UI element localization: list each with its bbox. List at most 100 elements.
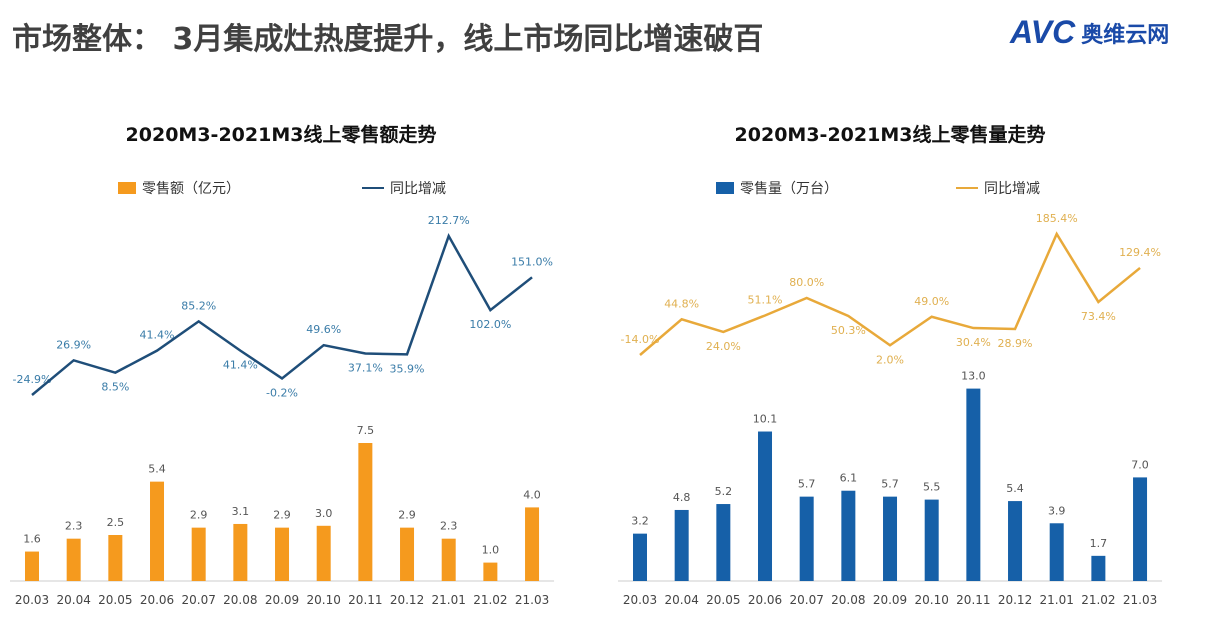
line-label: 51.1% (748, 293, 783, 306)
line-label: 129.4% (1119, 246, 1161, 259)
line-label: 151.0% (511, 255, 553, 268)
bar (275, 527, 290, 581)
bar (1133, 477, 1148, 581)
bar (1091, 555, 1106, 581)
x-tick-label: 20.11 (348, 593, 382, 607)
bar (841, 490, 856, 581)
bar (799, 496, 814, 581)
bar (966, 388, 981, 581)
bar-label: 4.8 (673, 491, 691, 504)
bar (400, 527, 415, 581)
bar (633, 533, 647, 581)
bar-label: 2.9 (190, 509, 208, 522)
yoy-line (31, 233, 533, 396)
bar (441, 538, 456, 581)
bar-label: 3.1 (232, 505, 250, 518)
x-tick-label: 20.11 (956, 593, 990, 607)
bar-label: 2.9 (273, 509, 291, 522)
chart-title: 2020M3-2021M3线上零售额走势 (126, 123, 437, 146)
bar-label: 2.9 (398, 509, 416, 522)
bar (66, 538, 81, 581)
bar-label: 5.5 (923, 481, 941, 494)
bar-label: 3.9 (1048, 504, 1066, 517)
x-tick-label: 20.08 (223, 593, 257, 607)
x-tick-label: 20.03 (623, 593, 657, 607)
bar-label: 4.0 (523, 488, 541, 501)
bar-label: 13.0 (961, 370, 986, 383)
bar-label: 5.4 (1006, 482, 1024, 495)
legend-bar-label: 零售额（亿元） (142, 181, 240, 197)
line-label: 44.8% (664, 297, 699, 310)
bar (483, 562, 498, 581)
x-tick-label: 20.08 (831, 593, 865, 607)
x-tick-label: 20.06 (140, 593, 174, 607)
x-tick-label: 20.05 (98, 593, 132, 607)
logo-avc: AVC (1010, 14, 1076, 50)
chart-title: 2020M3-2021M3线上零售量走势 (735, 123, 1046, 146)
bar (716, 504, 731, 581)
x-tick-label: 20.07 (182, 593, 216, 607)
line-label: 37.1% (348, 362, 383, 375)
logo-cn: 奥维云网 (1081, 22, 1170, 48)
line-label: 212.7% (428, 214, 470, 227)
bar (525, 507, 540, 581)
line-label: 26.9% (56, 338, 91, 351)
bar-label: 5.2 (715, 485, 733, 498)
line-label: 41.4% (140, 329, 175, 342)
bar-label: 10.1 (753, 413, 778, 426)
bar-label: 1.6 (23, 533, 41, 546)
bar (191, 527, 206, 581)
bar-label: 1.7 (1090, 537, 1108, 550)
bar (883, 496, 898, 581)
x-tick-label: 20.06 (748, 593, 782, 607)
bar (674, 509, 689, 581)
bar (108, 535, 123, 581)
page-title: 市场整体： 3月集成灶热度提升，线上市场同比增速破百 (12, 22, 764, 57)
x-tick-label: 21.02 (473, 593, 507, 607)
bar-label: 7.0 (1131, 458, 1149, 471)
bar (25, 551, 39, 581)
bar-label: 2.3 (440, 520, 458, 533)
x-tick-label: 20.12 (390, 593, 424, 607)
bar-label: 2.3 (65, 520, 83, 533)
bar (358, 443, 373, 581)
legend-bar-swatch (118, 182, 136, 194)
line-label: -24.9% (13, 373, 52, 386)
bar (758, 431, 773, 581)
x-tick-label: 20.04 (664, 593, 698, 607)
x-tick-label: 21.03 (1123, 593, 1157, 607)
avc-logo: AVC 奥维云网 (1010, 14, 1169, 51)
yoy-line (639, 231, 1141, 356)
x-tick-label: 20.10 (307, 593, 341, 607)
line-label: 28.9% (998, 337, 1033, 350)
x-tick-label: 20.09 (265, 593, 299, 607)
line-label: 8.5% (101, 381, 129, 394)
x-tick-label: 21.01 (1040, 593, 1074, 607)
line-label: -0.2% (266, 386, 298, 399)
bar-label: 5.7 (881, 478, 899, 491)
bar-label: 6.1 (840, 472, 858, 485)
line-label: 49.0% (914, 295, 949, 308)
bar-label: 2.5 (107, 516, 125, 529)
bar-label: 1.0 (482, 544, 500, 557)
bar (316, 525, 331, 581)
legend-bar-label: 零售量（万台） (740, 181, 838, 197)
line-label: 2.0% (876, 353, 904, 366)
line-label: 35.9% (390, 362, 425, 375)
bar (1008, 501, 1023, 581)
bar-label: 5.7 (798, 478, 816, 491)
legend-bar-swatch (716, 182, 734, 194)
bar (924, 499, 939, 581)
line-label: 41.4% (223, 359, 258, 372)
line-label: 185.4% (1036, 212, 1078, 225)
x-tick-label: 21.02 (1081, 593, 1115, 607)
line-label: 30.4% (956, 336, 991, 349)
line-label: 24.0% (706, 340, 741, 353)
x-tick-label: 21.03 (515, 593, 549, 607)
x-tick-label: 21.01 (432, 593, 466, 607)
bar (233, 523, 248, 581)
x-tick-label: 20.05 (706, 593, 740, 607)
x-tick-label: 20.09 (873, 593, 907, 607)
x-tick-label: 20.04 (56, 593, 90, 607)
